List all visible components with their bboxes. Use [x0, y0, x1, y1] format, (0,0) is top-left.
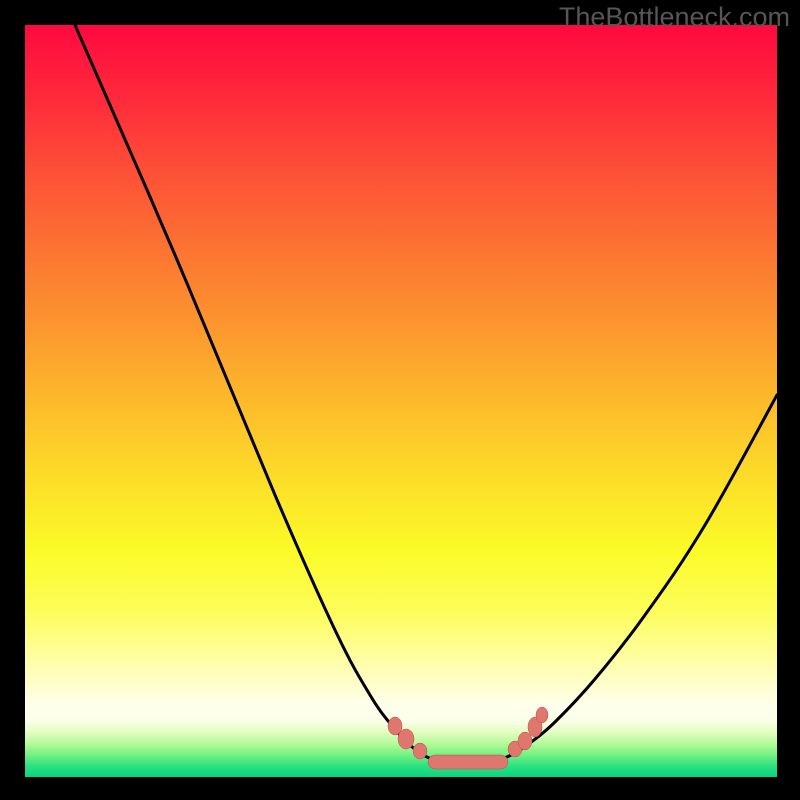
watermark-text: TheBottleneck.com	[559, 2, 790, 33]
marker-left-1	[398, 729, 414, 749]
marker-bottom-bar	[428, 755, 508, 769]
bottleneck-curve	[25, 25, 777, 777]
plot-area	[25, 25, 777, 777]
chart-frame: TheBottleneck.com	[0, 0, 800, 800]
curve-left	[75, 25, 445, 762]
marker-left-2	[413, 743, 427, 759]
marker-right-3	[536, 707, 548, 723]
marker-right-1	[518, 732, 532, 750]
curve-right	[489, 395, 777, 762]
